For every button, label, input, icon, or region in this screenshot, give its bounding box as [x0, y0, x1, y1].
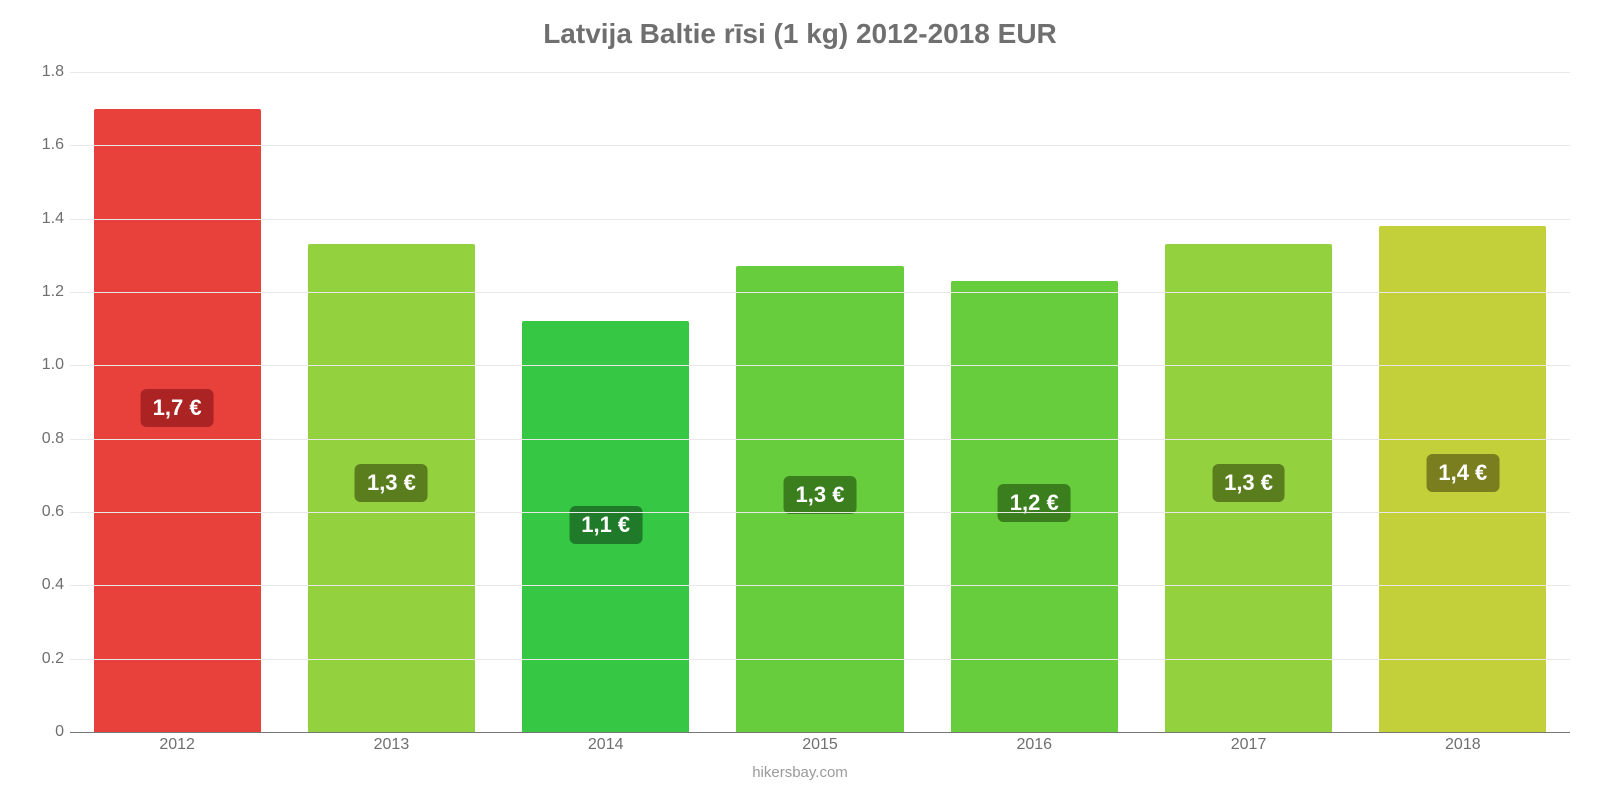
- gridline: [70, 72, 1570, 73]
- y-tick-label: 0.6: [20, 503, 64, 521]
- y-tick-label: 0.4: [20, 576, 64, 594]
- y-tick-label: 1.2: [20, 283, 64, 301]
- x-tick-label: 2018: [1356, 736, 1570, 754]
- gridline: [70, 292, 1570, 293]
- y-tick-label: 1.0: [20, 356, 64, 374]
- gridline: [70, 219, 1570, 220]
- y-tick-label: 0: [20, 723, 64, 741]
- y-tick-label: 1.4: [20, 210, 64, 228]
- bar-slot: 1,3 €: [1141, 72, 1355, 732]
- gridline: [70, 512, 1570, 513]
- x-tick-label: 2013: [284, 736, 498, 754]
- bar-slot: 1,3 €: [713, 72, 927, 732]
- bar-slot: 1,7 €: [70, 72, 284, 732]
- gridline: [70, 439, 1570, 440]
- x-tick-label: 2012: [70, 736, 284, 754]
- value-badge: 1,7 €: [141, 389, 214, 427]
- plot-area: 1,7 €1,3 €1,1 €1,3 €1,2 €1,3 €1,4 € 00.2…: [70, 72, 1570, 732]
- y-tick-label: 0.2: [20, 650, 64, 668]
- bar-slot: 1,3 €: [284, 72, 498, 732]
- gridline: [70, 365, 1570, 366]
- gridline: [70, 145, 1570, 146]
- x-tick-label: 2017: [1141, 736, 1355, 754]
- bars-container: 1,7 € 1,3 € 1,1 € 1,3 € 1,2 € 1,3 € 1,4 €: [70, 72, 1570, 732]
- x-tick-label: 2015: [713, 736, 927, 754]
- bar-chart: Latvija Baltie rīsi (1 kg) 2012-2018 EUR…: [0, 0, 1600, 800]
- bar-slot: 1,2 €: [927, 72, 1141, 732]
- value-badge: 1,3 €: [355, 464, 428, 502]
- value-badge: 1,3 €: [784, 476, 857, 514]
- gridline: [70, 659, 1570, 660]
- bar-slot: 1,1 €: [499, 72, 713, 732]
- value-badge: 1,4 €: [1426, 454, 1499, 492]
- gridline: [70, 732, 1570, 733]
- value-badge: 1,2 €: [998, 484, 1071, 522]
- value-badge: 1,3 €: [1212, 464, 1285, 502]
- credit-text: hikersbay.com: [0, 764, 1600, 781]
- chart-title: Latvija Baltie rīsi (1 kg) 2012-2018 EUR: [0, 0, 1600, 50]
- x-tick-label: 2016: [927, 736, 1141, 754]
- y-tick-label: 1.8: [20, 63, 64, 81]
- x-axis-labels: 2012201320142015201620172018: [70, 736, 1570, 754]
- y-tick-label: 1.6: [20, 136, 64, 154]
- x-tick-label: 2014: [499, 736, 713, 754]
- y-tick-label: 0.8: [20, 430, 64, 448]
- bar-slot: 1,4 €: [1356, 72, 1570, 732]
- gridline: [70, 585, 1570, 586]
